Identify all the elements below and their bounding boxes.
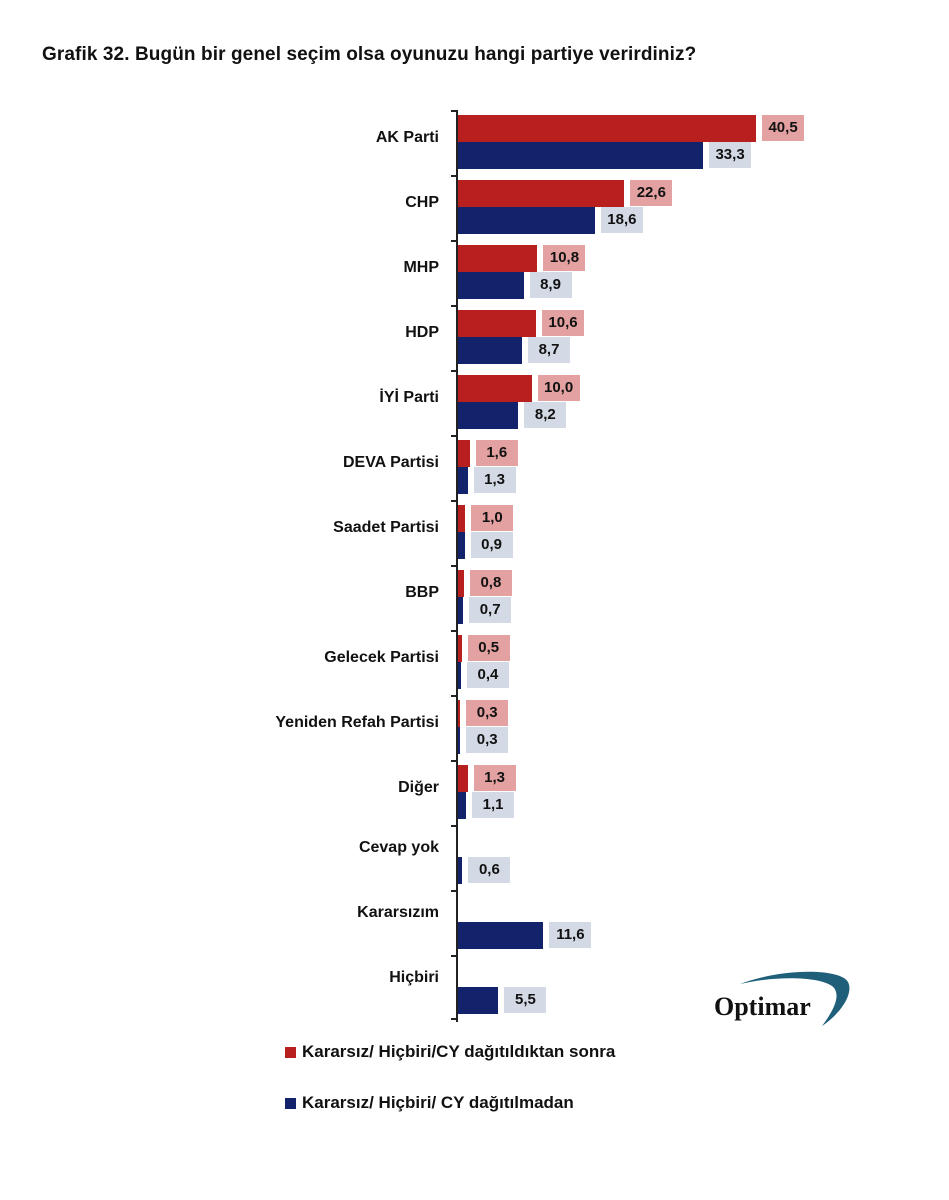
category-label-deva-partisi: DEVA Partisi [342,454,439,471]
bar-after-hdp [458,310,537,337]
value-label: 33,3 [709,142,752,168]
value-label: 0,6 [468,857,511,883]
bar-after-gelecek-partisi [458,635,462,662]
value-label: 0,9 [470,532,513,558]
axis-tick [451,500,457,502]
category-label-chp: CHP [405,194,439,211]
value-label: 0,5 [467,635,510,661]
legend-item-after: Kararsız/ Hiçbiri/CY dağıtıldıktan sonra [285,1042,615,1062]
bar-after-chp [458,180,625,207]
y-axis-line [456,110,458,1022]
bar-before-hi-biri [458,987,499,1014]
bar-after-yeniden-refah-partisi [458,700,461,727]
category-label-karars-z-m: Kararsızım [357,904,439,921]
bar-before-yeniden-refah-partisi [458,727,461,754]
axis-tick [451,630,457,632]
value-label: 0,4 [466,662,509,688]
value-label: 0,8 [469,570,512,596]
value-label: 5,5 [504,987,547,1013]
bar-after-di-er [458,765,468,792]
axis-tick [451,825,457,827]
bar-after-bbp [458,570,464,597]
optimar-logo: Optimar [712,970,862,1030]
axis-tick [451,435,457,437]
value-label: 0,3 [466,700,509,726]
bar-before-i-yi-parti [458,402,519,429]
axis-tick [451,695,457,697]
category-label-bbp: BBP [405,584,439,601]
value-label: 8,7 [528,337,571,363]
category-label-mhp: MHP [403,259,439,276]
bar-before-cevap-yok [458,857,463,884]
bar-after-deva-partisi [458,440,470,467]
bar-before-bbp [458,597,464,624]
legend-label: Kararsız/ Hiçbiri/CY dağıtıldıktan sonra [302,1042,616,1061]
value-label: 10,0 [537,375,580,401]
axis-tick [451,175,457,177]
value-label: 1,3 [473,765,516,791]
legend-swatch-blue [285,1097,296,1109]
category-label-hi-biri: Hiçbiri [389,969,439,986]
legend-item-before: Kararsız/ Hiçbiri/ CY dağıtılmadan [285,1093,574,1113]
value-label: 1,3 [473,467,516,493]
bar-before-chp [458,207,595,234]
bar-before-karars-z-m [458,922,544,949]
category-label-di-er: Diğer [398,779,439,796]
category-label-yeniden-refah-partisi: Yeniden Refah Partisi [275,714,439,731]
value-label: 10,8 [543,245,586,271]
axis-tick [451,890,457,892]
value-label: 40,5 [762,115,805,141]
value-label: 1,6 [475,440,518,466]
value-label: 0,7 [469,597,512,623]
value-label: 10,6 [542,310,585,336]
category-label-gelecek-partisi: Gelecek Partisi [324,649,439,666]
axis-tick [451,305,457,307]
value-label: 8,2 [524,402,567,428]
value-label: 11,6 [549,922,592,948]
axis-tick [451,760,457,762]
category-label-ak-parti: AK Parti [375,129,439,146]
axis-tick [451,955,457,957]
value-label: 18,6 [600,207,643,233]
legend-label: Kararsız/ Hiçbiri/ CY dağıtılmadan [302,1093,574,1112]
category-label-saadet-partisi: Saadet Partisi [333,519,439,536]
axis-tick [451,1018,457,1020]
bar-after-mhp [458,245,538,272]
legend-swatch-red [285,1046,296,1058]
value-label: 8,9 [529,272,572,298]
bar-before-saadet-partisi [458,532,465,559]
value-label: 1,0 [471,505,514,531]
value-label: 22,6 [630,180,673,206]
value-label: 0,3 [466,727,509,753]
bar-after-ak-parti [458,115,757,142]
logo-text: Optimar [714,992,811,1021]
axis-tick [451,240,457,242]
bar-before-mhp [458,272,524,299]
chart-title: Grafik 32. Bugün bir genel seçim olsa oy… [42,44,697,65]
axis-tick [451,370,457,372]
axis-tick [451,110,457,112]
logo-swoosh-icon [740,971,850,1026]
category-label-hdp: HDP [405,324,439,341]
bar-before-gelecek-partisi [458,662,461,689]
bar-after-i-yi-parti [458,375,532,402]
category-label-i-yi-parti: İYİ Parti [379,389,439,406]
bar-before-hdp [458,337,523,364]
axis-tick [451,565,457,567]
bar-before-di-er [458,792,467,819]
bar-before-ak-parti [458,142,704,169]
category-label-cevap-yok: Cevap yok [358,839,439,856]
bar-before-deva-partisi [458,467,468,494]
bar-after-saadet-partisi [458,505,466,532]
value-label: 1,1 [472,792,515,818]
